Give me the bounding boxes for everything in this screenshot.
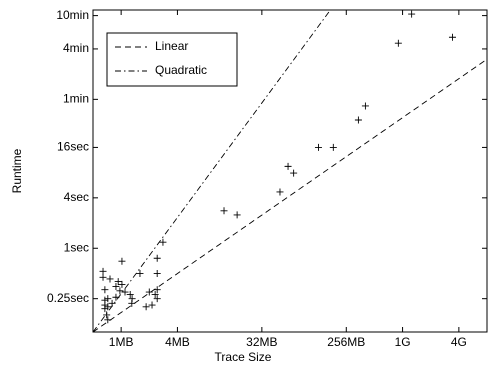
data-point bbox=[101, 296, 109, 304]
data-point bbox=[118, 280, 126, 288]
data-point bbox=[148, 301, 156, 309]
y-axis-label: Runtime bbox=[10, 148, 24, 193]
x-tick-label: 4MB bbox=[165, 335, 190, 349]
data-point bbox=[408, 10, 416, 18]
data-point bbox=[361, 102, 369, 110]
data-point bbox=[112, 282, 120, 290]
plot-frame bbox=[92, 9, 488, 333]
data-point bbox=[220, 207, 228, 215]
legend-label: Linear bbox=[155, 39, 188, 53]
data-point bbox=[136, 269, 144, 277]
data-point bbox=[118, 257, 126, 265]
y-tick-label: 1min bbox=[63, 92, 89, 106]
data-point bbox=[233, 211, 241, 219]
x-tick-label: 1MB bbox=[109, 335, 134, 349]
data-point bbox=[128, 299, 136, 307]
data-point bbox=[99, 273, 107, 281]
data-point bbox=[101, 286, 109, 294]
x-tick-label: 32MB bbox=[246, 335, 277, 349]
data-point bbox=[151, 291, 159, 299]
x-tick-label: 4G bbox=[451, 335, 467, 349]
data-point bbox=[159, 238, 167, 246]
y-tick-label: 16sec bbox=[57, 140, 89, 154]
y-tick-label: 10min bbox=[56, 8, 89, 22]
data-point bbox=[284, 162, 292, 170]
data-point bbox=[329, 143, 337, 151]
data-point bbox=[290, 169, 298, 177]
data-point bbox=[112, 293, 120, 301]
data-point bbox=[126, 291, 134, 299]
data-point bbox=[103, 311, 111, 319]
y-tick-label: 4min bbox=[63, 41, 89, 55]
data-point bbox=[448, 33, 456, 41]
data-point bbox=[106, 275, 114, 283]
data-point bbox=[354, 116, 362, 124]
data-point bbox=[314, 143, 322, 151]
x-tick-label: 256MB bbox=[327, 335, 365, 349]
data-point bbox=[114, 278, 122, 286]
data-point bbox=[108, 299, 116, 307]
data-point bbox=[276, 188, 284, 196]
data-point bbox=[104, 295, 112, 303]
data-point bbox=[145, 288, 153, 296]
legend-box bbox=[106, 32, 238, 87]
x-axis-label: Trace Size bbox=[215, 350, 272, 364]
data-point bbox=[142, 303, 150, 311]
data-point bbox=[153, 286, 161, 294]
y-tick-label: 0.25sec bbox=[47, 291, 89, 305]
data-point bbox=[99, 267, 107, 275]
y-tick-label: 4sec bbox=[64, 190, 89, 204]
data-point bbox=[116, 287, 124, 295]
reference-line bbox=[93, 58, 487, 332]
y-tick-label: 1sec bbox=[64, 240, 89, 254]
data-point bbox=[104, 303, 112, 311]
data-point bbox=[153, 295, 161, 303]
data-point bbox=[153, 254, 161, 262]
x-tick-label: 1G bbox=[395, 335, 411, 349]
data-point bbox=[394, 39, 402, 47]
legend-label: Quadratic bbox=[155, 63, 207, 77]
reference-line bbox=[93, 10, 331, 332]
plot-area bbox=[93, 10, 487, 332]
data-point bbox=[121, 288, 129, 296]
data-point bbox=[104, 316, 112, 324]
data-point bbox=[153, 269, 161, 277]
